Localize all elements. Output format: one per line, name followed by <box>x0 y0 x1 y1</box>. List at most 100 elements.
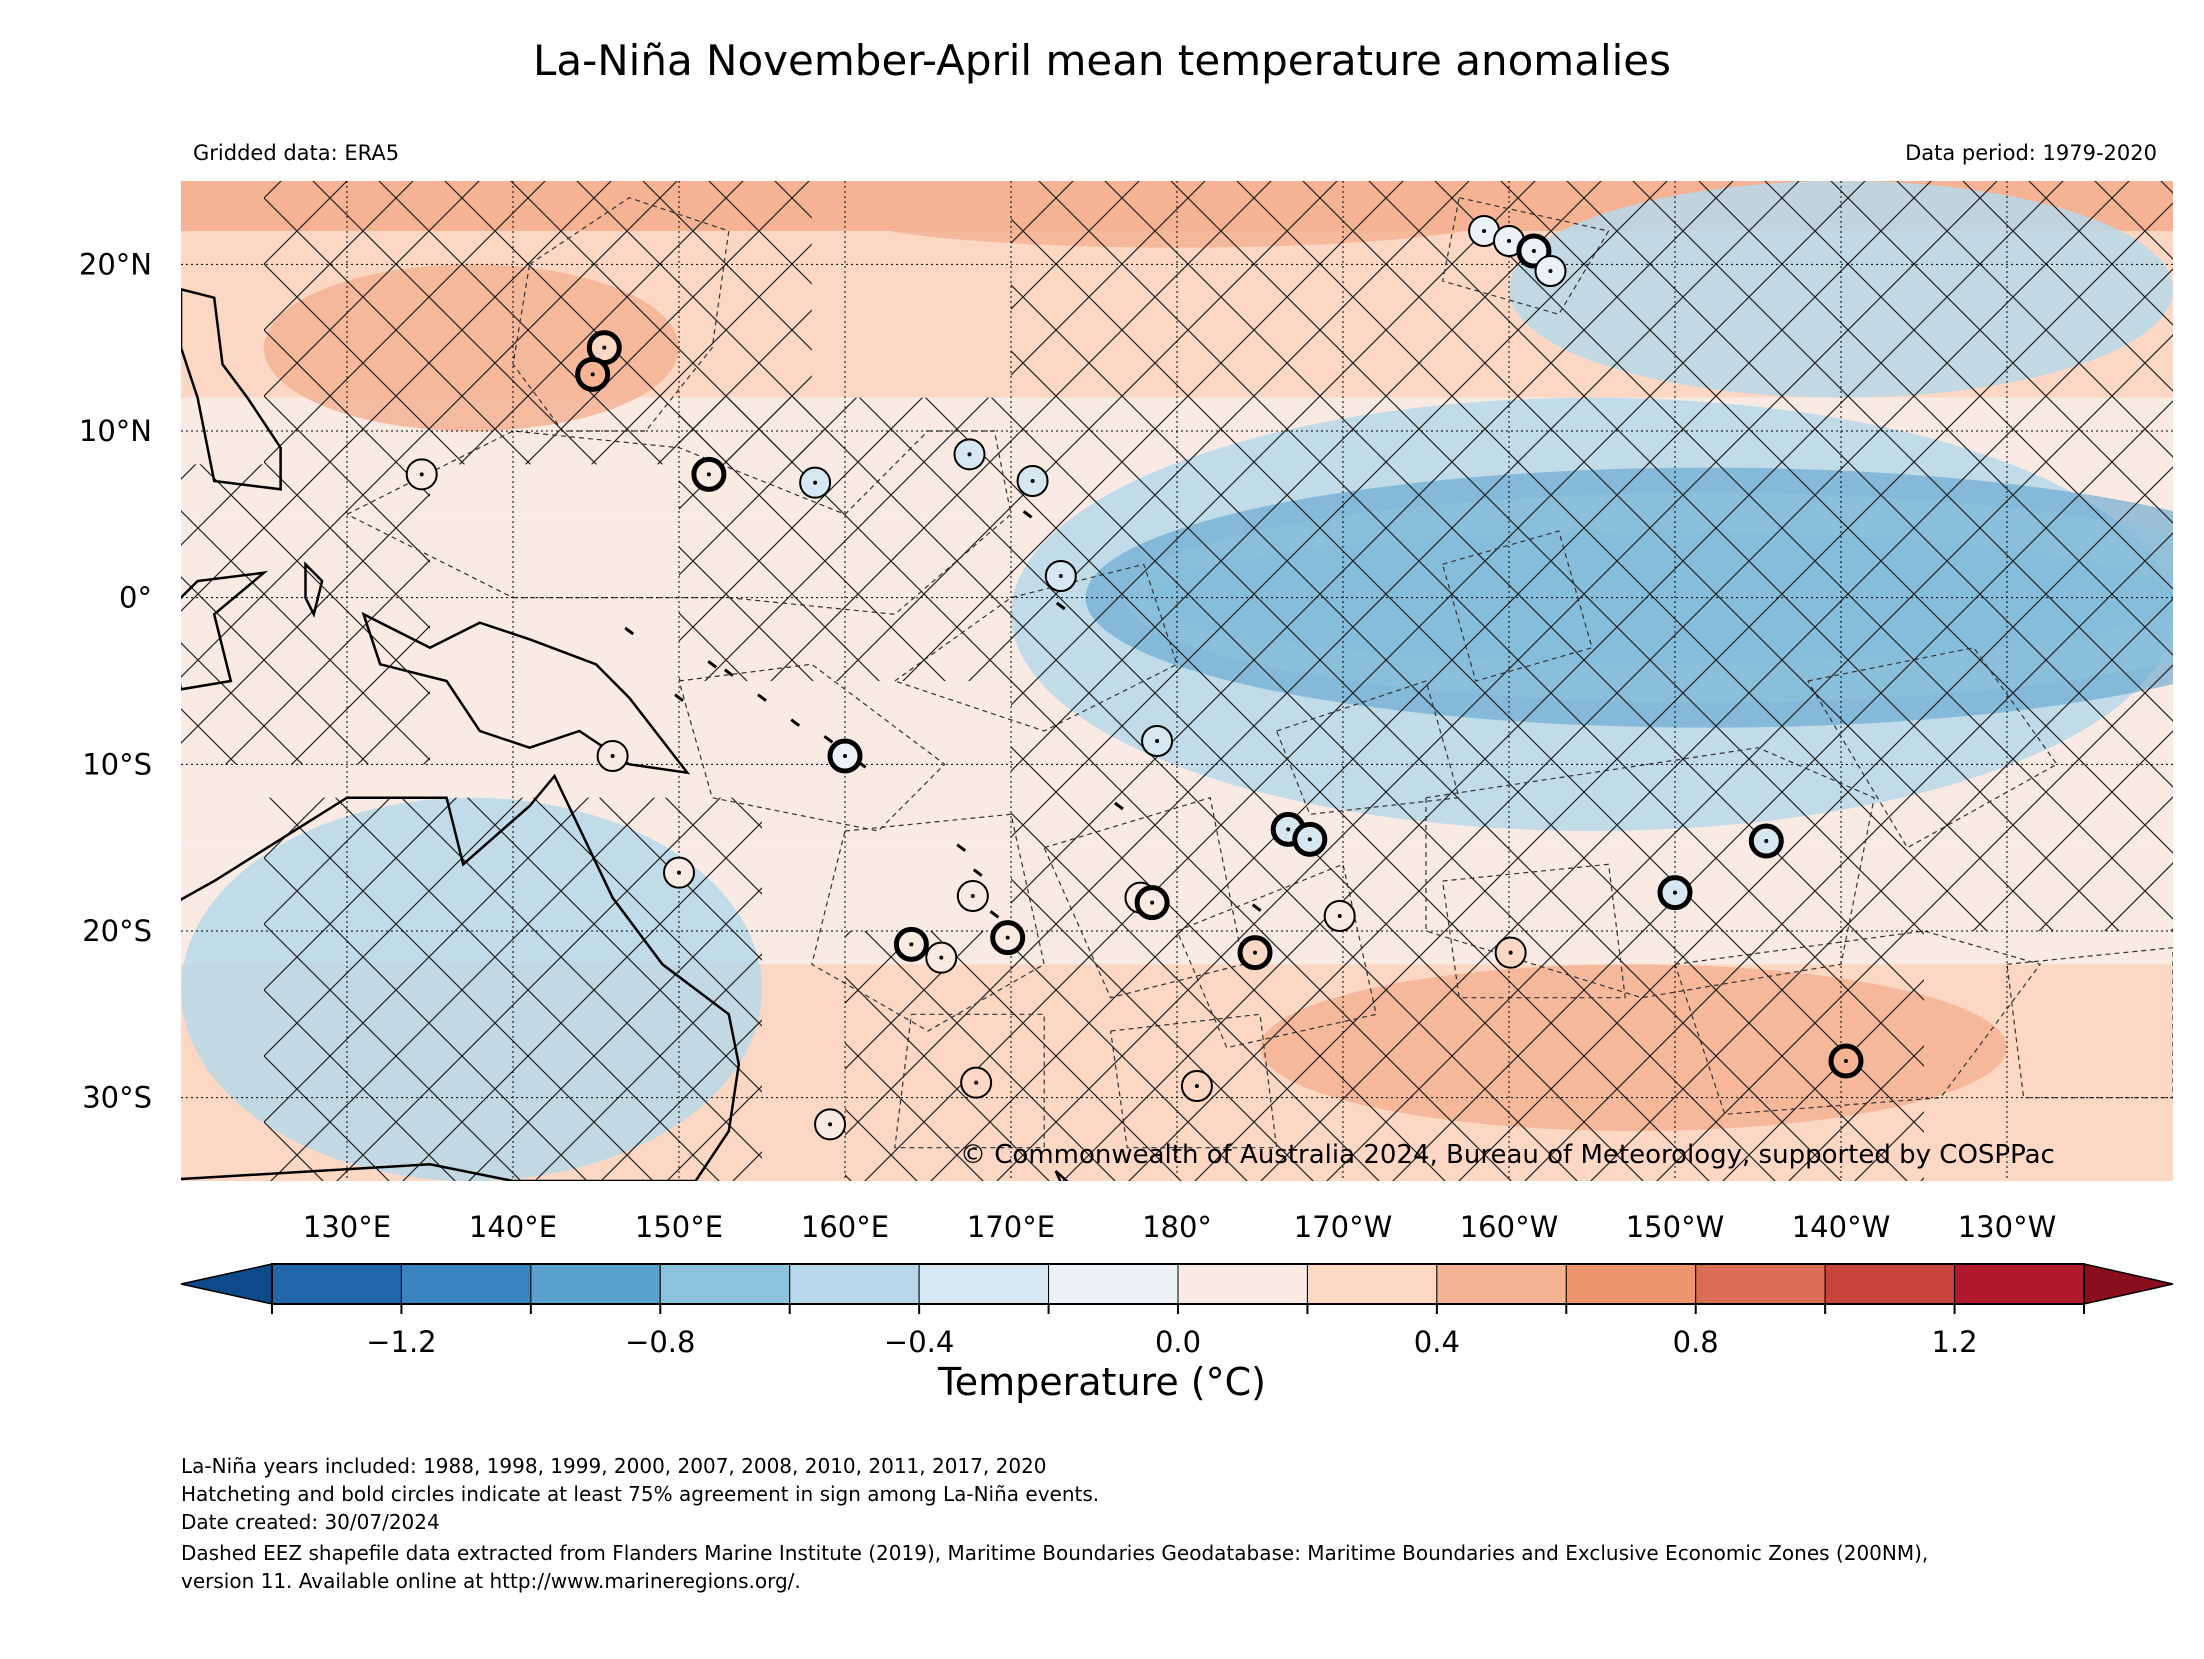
island-dot-4 <box>813 480 818 485</box>
lat-tick-label: 0° <box>119 581 152 615</box>
island-dot-30 <box>974 1080 979 1085</box>
halmahera-coastline <box>304 561 324 618</box>
eez-boundary-12 <box>1807 647 2058 849</box>
eez-boundary-2 <box>894 563 1178 732</box>
small-island-3 <box>823 735 834 744</box>
gridded-data-label: Gridded data: ERA5 <box>193 141 400 165</box>
island-dot-11 <box>1548 269 1553 273</box>
lon-tick-label: 170°E <box>967 1210 1055 1244</box>
footnote-eez-version: version 11. Available online at http://w… <box>181 1569 801 1593</box>
philippines-coastline <box>181 288 282 491</box>
colorbar-segment-11 <box>1695 1263 1826 1305</box>
island-dot-13 <box>843 754 847 758</box>
colorbar-tick-label: −0.4 <box>884 1325 954 1359</box>
colorbar-segment-6 <box>1048 1263 1179 1305</box>
small-island-7 <box>989 910 1000 919</box>
eez-boundary-16 <box>1110 1013 1278 1149</box>
small-island-1 <box>757 693 767 702</box>
island-dot-22 <box>1005 935 1010 940</box>
island-dot-17 <box>1307 837 1312 842</box>
island-dot-24 <box>1150 900 1155 905</box>
eez-boundary-10 <box>1425 747 1875 999</box>
island-dot-6 <box>1030 479 1035 483</box>
colorbar-segment-4 <box>789 1263 920 1305</box>
island-dot-12 <box>610 754 615 758</box>
lon-tick-label: 170°W <box>1294 1210 1393 1244</box>
copyright-notice: © Commonwealth of Australia 2024, Bureau… <box>960 1140 2055 1170</box>
colorbar-segment-12 <box>1824 1263 1956 1305</box>
hatch-region-4 <box>845 931 1924 1181</box>
island-markers <box>405 215 1864 1141</box>
small-island-10 <box>1251 903 1262 912</box>
island-dot-2 <box>419 472 424 477</box>
new-guinea-coastline <box>361 611 691 775</box>
island-dot-32 <box>828 1122 833 1127</box>
small-island-17 <box>723 668 734 677</box>
island-dot-31 <box>1194 1084 1199 1088</box>
lon-tick-label: 130°W <box>1958 1210 2057 1244</box>
lat-tick-label: 10°S <box>82 747 152 781</box>
island-dot-20 <box>909 942 914 947</box>
island-dot-16 <box>1286 827 1291 832</box>
island-dot-27 <box>1673 890 1677 895</box>
footnote-years: La-Niña years included: 1988, 1998, 1999… <box>181 1454 1047 1478</box>
small-island-14 <box>1022 510 1033 519</box>
island-dot-19 <box>970 894 975 898</box>
eez-boundary-11 <box>1674 930 2042 1115</box>
colorbar-segment-5 <box>918 1263 1050 1305</box>
lon-tick-label: 180° <box>1142 1210 1212 1244</box>
eez-boundary-13 <box>1442 863 1626 999</box>
data-period-label: Data period: 1979-2020 <box>1905 141 2157 165</box>
small-island-11 <box>1114 801 1124 811</box>
lon-tick-label: 160°E <box>801 1210 889 1244</box>
eez-boundary-0 <box>512 197 730 432</box>
lon-tick-label: 140°W <box>1792 1210 1891 1244</box>
colorbar-segment-7 <box>1177 1263 1308 1305</box>
colorbar-segment-13 <box>1954 1263 2085 1305</box>
longitude-ticks: 130°E 140°E 150°E 160°E 170°E 180° 170°W 160°W 1… <box>303 1210 2056 1244</box>
small-island-6 <box>972 868 983 877</box>
lat-tick-label: 10°N <box>79 414 152 448</box>
small-island-5 <box>956 843 967 852</box>
island-dot-18 <box>1337 914 1342 918</box>
island-dot-25 <box>1253 950 1258 955</box>
lon-tick-label: 140°E <box>469 1210 557 1244</box>
island-dot-9 <box>1507 239 1511 243</box>
eez-boundary-15 <box>894 1013 1045 1149</box>
island-dot-3 <box>706 472 711 477</box>
colorbar-segment-0 <box>271 1263 402 1305</box>
island-dot-1 <box>590 372 595 377</box>
colorbar-tick-label: −0.8 <box>625 1325 695 1359</box>
colorbar-tick-label: 0.0 <box>1155 1325 1201 1359</box>
colorbar-tick-label: 0.4 <box>1414 1325 1460 1359</box>
lat-tick-label: 20°S <box>82 914 152 948</box>
eez-boundary-6 <box>1176 863 1377 1049</box>
small-island-0 <box>707 660 718 669</box>
lat-tick-label: 20°N <box>79 247 152 281</box>
chart-title: La-Niña November-April mean temperature … <box>532 36 1672 85</box>
colorbar-tick-label: −1.2 <box>366 1325 436 1359</box>
colorbar-segment-1 <box>400 1263 532 1305</box>
latitude-ticks: 20°N 10°N 0° 10°S 20°S 30°S <box>79 247 152 1114</box>
lat-tick-label: 30°S <box>82 1081 152 1115</box>
lon-tick-label: 150°E <box>635 1210 723 1244</box>
eez-boundary-3 <box>678 663 946 832</box>
colorbar-segment-2 <box>530 1263 661 1305</box>
island-dot-10 <box>1531 249 1536 253</box>
map-area <box>181 181 2173 1181</box>
eez-boundary-9 <box>1441 197 1610 316</box>
eez-boundary-7 <box>1276 680 1460 815</box>
colorbar-segment-3 <box>659 1263 791 1305</box>
colorbar-segment-10 <box>1565 1263 1697 1305</box>
island-dot-0 <box>602 345 607 350</box>
colorbar-segment-9 <box>1436 1263 1567 1305</box>
colorbar-tick-label: 0.8 <box>1673 1325 1719 1359</box>
hatch-region-3 <box>264 797 762 1181</box>
hatch-region-5 <box>181 464 430 765</box>
island-dot-15 <box>1155 739 1160 743</box>
island-dot-26 <box>1508 950 1513 955</box>
island-dot-28 <box>1764 839 1769 843</box>
small-island-2 <box>790 718 801 727</box>
island-dot-29 <box>1843 1059 1848 1063</box>
